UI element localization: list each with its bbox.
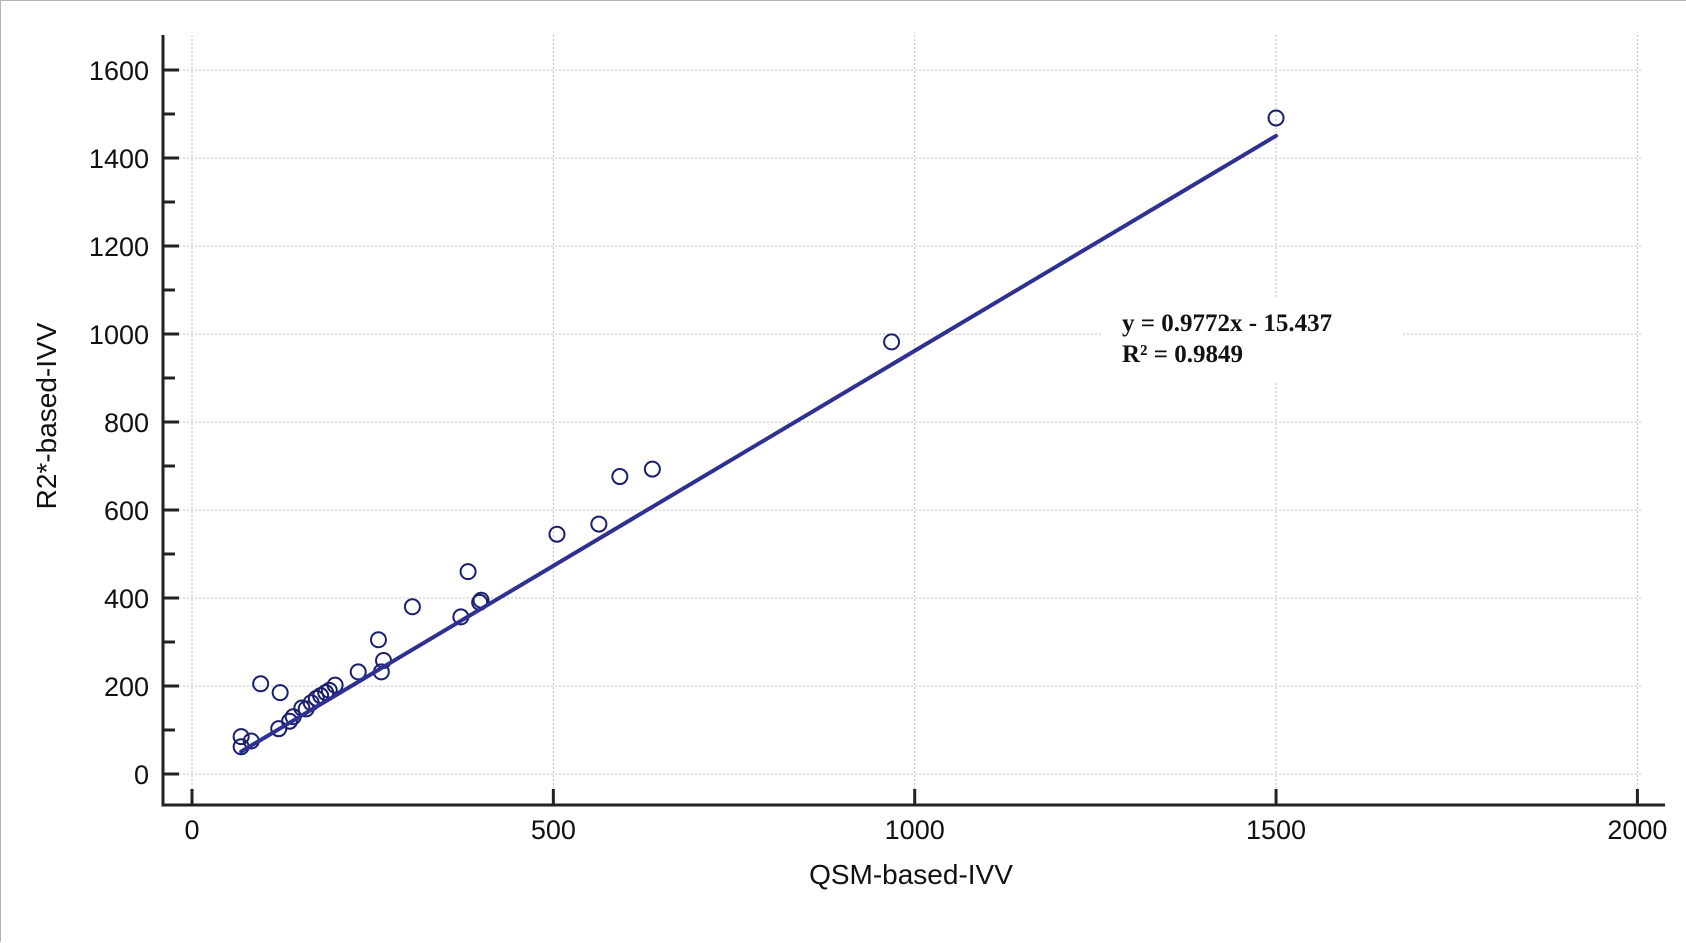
- y-tick-label: 1200: [89, 232, 149, 262]
- data-point: [271, 684, 289, 702]
- y-axis-title: R2*-based-IVV: [31, 322, 62, 509]
- data-points: [232, 109, 1285, 756]
- y-tick-label: 400: [104, 584, 149, 614]
- data-point: [281, 712, 299, 730]
- x-axis-title: QSM-based-IVV: [809, 859, 1013, 890]
- equation-background: [1101, 297, 1401, 381]
- data-point: [590, 515, 608, 533]
- data-point: [548, 525, 566, 543]
- trendline-equation: y = 0.9772x - 15.437: [1122, 310, 1332, 337]
- y-tick-label: 600: [104, 496, 149, 526]
- y-tick-label: 1400: [89, 144, 149, 174]
- x-tick-label: 0: [184, 815, 199, 845]
- data-point: [326, 676, 344, 694]
- data-point: [1267, 109, 1285, 127]
- data-point: [643, 460, 661, 478]
- x-tick-label: 500: [531, 815, 576, 845]
- y-tick-label: 0: [134, 760, 149, 790]
- y-tick-label: 200: [104, 672, 149, 702]
- axes: [161, 35, 1665, 807]
- data-point: [459, 563, 477, 581]
- ticks: [163, 68, 1639, 805]
- x-tick-label: 2000: [1607, 815, 1667, 845]
- x-tick-label: 1000: [885, 815, 945, 845]
- data-point: [403, 598, 421, 616]
- y-tick-label: 1600: [89, 56, 149, 86]
- r-squared-label: R² = 0.9849: [1122, 341, 1243, 368]
- data-point: [232, 728, 250, 746]
- data-point: [883, 333, 901, 351]
- data-point: [369, 631, 387, 649]
- trendline: [239, 133, 1279, 754]
- trendline-group: [239, 133, 1279, 754]
- data-point: [252, 675, 270, 693]
- y-tick-label: 800: [104, 408, 149, 438]
- x-tick-label: 1500: [1246, 815, 1306, 845]
- tick-labels: 0 200 400 600 800 1000 1200 1400 1600 0 500 1000 150…: [89, 56, 1668, 845]
- gridlines: [163, 35, 1641, 805]
- y-tick-label: 1000: [89, 320, 149, 350]
- data-point: [611, 468, 629, 486]
- data-point: [349, 663, 367, 681]
